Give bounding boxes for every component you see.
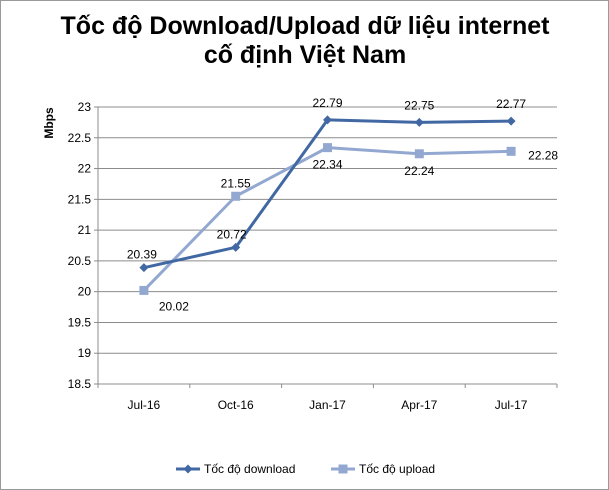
upload-data-label: 21.55 — [221, 176, 251, 190]
x-tick-label: Jul-16 — [128, 398, 161, 412]
download-data-label: 20.72 — [217, 227, 247, 241]
upload-data-point — [231, 191, 241, 201]
y-tick-label: 19.5 — [68, 315, 92, 329]
chart-title-line-1: Tốc độ Download/Upload dữ liệu internet — [61, 12, 551, 40]
legend: Tốc độ download Tốc độ upload — [176, 462, 435, 476]
y-axis-label: Mbps — [42, 107, 56, 139]
download-data-point — [139, 263, 149, 273]
upload-data-label: 20.02 — [159, 299, 189, 313]
axes: 18.5 19 19.5 20 20.5 21 21.5 22 22.5 23 Jul-16 Oct-… — [68, 100, 558, 412]
y-tick-label: 22.5 — [68, 131, 92, 145]
y-tick-label: 20 — [78, 285, 92, 299]
upload-data-point — [506, 146, 516, 156]
x-tick-label: Jul-17 — [495, 398, 528, 412]
upload-data-point — [139, 285, 149, 295]
download-data-point — [506, 116, 516, 126]
y-tick-label: 21 — [78, 223, 92, 237]
download-data-label: 20.39 — [127, 248, 157, 262]
data-labels: 20.39 20.72 22.79 22.75 22.77 20.02 21.55 22.34… — [127, 96, 559, 314]
legend-download-label: Tốc độ download — [204, 462, 295, 476]
upload-data-point — [414, 149, 424, 159]
upload-data-label: 22.24 — [404, 164, 434, 178]
y-tick-label: 19 — [78, 346, 92, 360]
upload-data-label: 22.28 — [528, 148, 558, 162]
download-data-label: 22.75 — [404, 98, 434, 112]
download-series-line — [143, 118, 512, 270]
x-tick-label: Jan-17 — [309, 398, 346, 412]
download-data-point — [414, 117, 424, 127]
download-data-point — [323, 115, 332, 125]
legend-upload-marker — [338, 464, 348, 474]
download-data-label: 22.77 — [496, 97, 526, 111]
chart-title-line-2: cố định Việt Nam — [204, 41, 406, 69]
x-tick-label: Oct-16 — [218, 398, 254, 412]
y-tick-label: 20.5 — [68, 254, 92, 268]
y-tick-label: 21.5 — [68, 192, 92, 206]
gridlines — [98, 106, 557, 385]
series-lines — [139, 115, 516, 295]
legend-upload-label: Tốc độ upload — [359, 462, 435, 476]
y-tick-label: 18.5 — [68, 377, 92, 391]
y-tick-label: 22 — [78, 162, 92, 176]
upload-data-label: 22.34 — [312, 158, 342, 172]
legend-download-marker — [183, 464, 193, 474]
download-data-label: 22.79 — [312, 96, 342, 110]
upload-data-point — [323, 143, 332, 153]
x-tick-label: Apr-17 — [401, 398, 437, 412]
download-data-point — [231, 242, 241, 252]
y-tick-label: 23 — [78, 100, 92, 114]
